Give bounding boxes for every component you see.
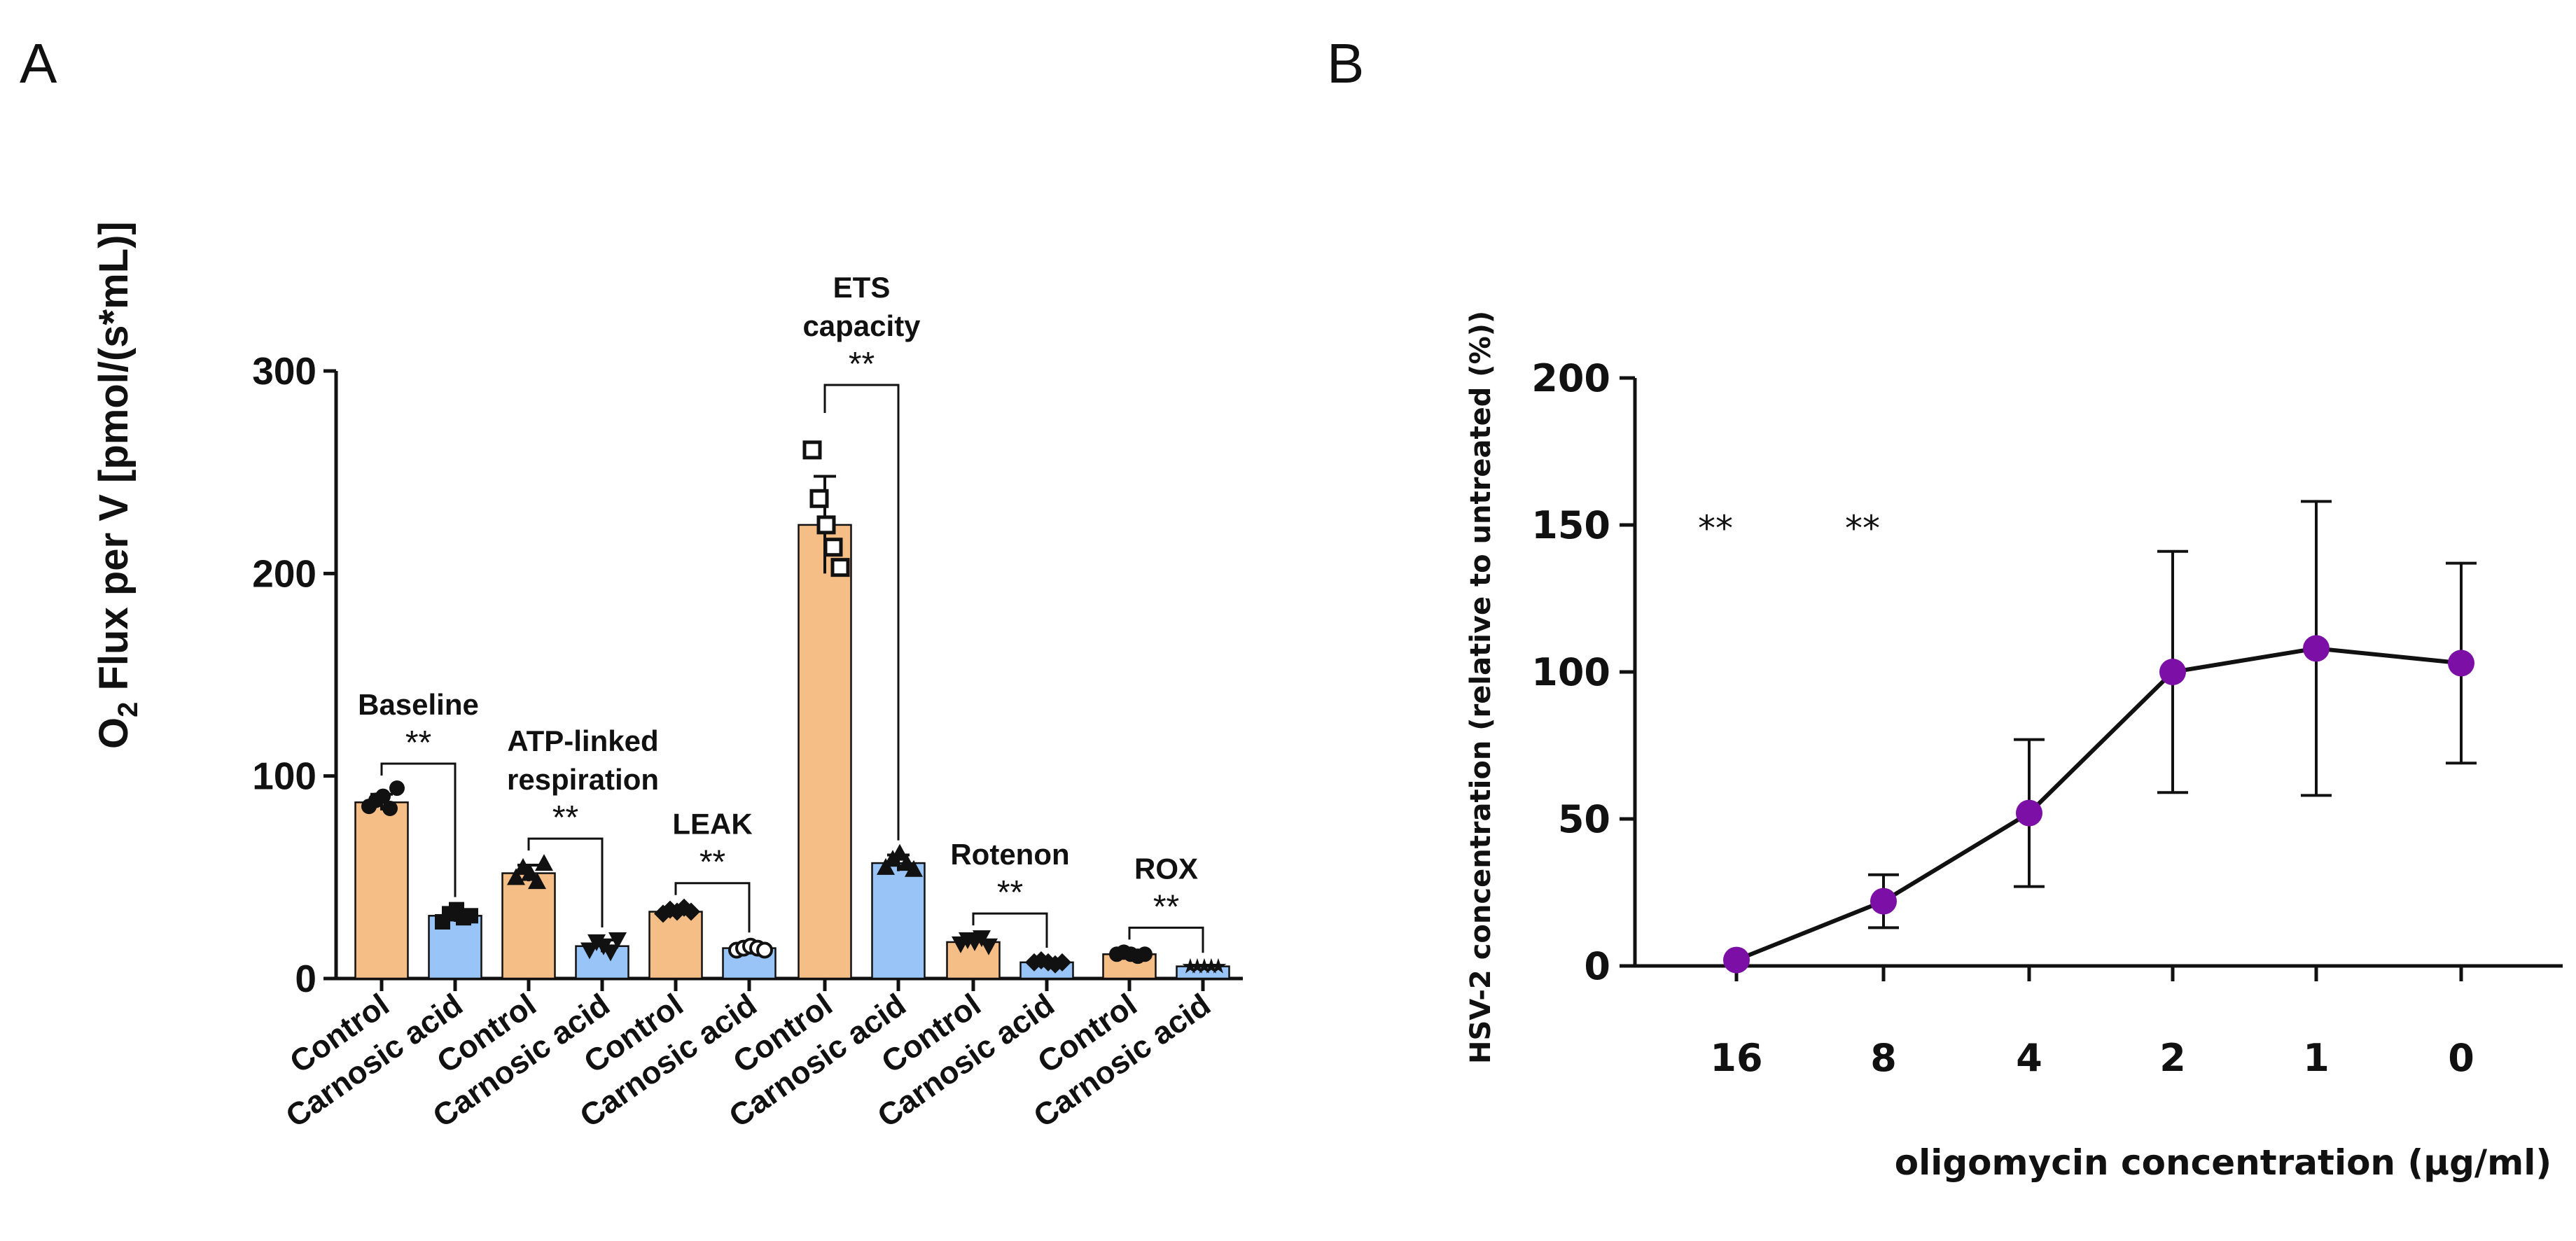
group-label: Baseline [358,688,479,721]
data-point [608,932,627,950]
series-line [1735,646,2462,962]
data-point [463,908,478,924]
data-point [2016,799,2042,827]
data-point [905,860,923,877]
data-point [682,902,700,921]
data-point [1870,888,1897,915]
x-tick-label-b: 0 [2448,1036,2474,1080]
data-point [1053,953,1071,972]
data-point [756,941,773,959]
data-point [580,942,599,960]
significance-bracket [380,762,457,897]
group-label: ETS [833,271,891,304]
data-point [802,440,822,460]
data-point [528,872,546,890]
data-point [1723,946,1750,974]
data-point [816,515,836,535]
significance-label: ** [997,874,1023,911]
significance-label: ** [1153,888,1179,925]
line-chart-hsv2: HSV-2 concentration (relative to untreat… [1465,311,2563,1183]
x-tick-label-b: 8 [1870,1036,1897,1080]
bar [871,862,926,980]
panel-a-label: A [20,32,57,94]
data-point [535,854,553,871]
data-point: ★ [1181,955,1200,979]
significance-bracket [674,882,751,933]
y-tick-label-b: 150 [1531,503,1610,547]
bar [354,801,409,980]
data-point [2448,650,2474,677]
data-point [809,489,829,508]
significance-label: ** [552,799,578,836]
y-tick-label-a: 200 [252,552,316,595]
bar-chart-oxygen-flux: O2 Flux per V [pmol/(s*mL)] 0100200300Co… [91,221,1243,1134]
data-point [507,868,525,885]
y-tick-label-b: 50 [1558,797,1610,841]
data-point [2303,635,2330,662]
significance-label: ** [849,346,875,383]
y-axis-label-a: O2 Flux per V [pmol/(s*mL)] [91,221,144,749]
y-tick-label-b: 100 [1531,650,1610,694]
y-axis-label-b: HSV-2 concentration (relative to untreat… [1465,311,1497,1064]
group-label: Rotenon [950,838,1069,871]
data-point [891,843,909,861]
y-tick-label-a: 100 [252,755,316,798]
x-tick-label-b: 4 [2016,1036,2042,1080]
data-point [980,938,998,955]
x-axis-label-b: oligomycin concentration (µg/ml) [1895,1142,2551,1183]
group-label: capacity [802,309,921,342]
data-point [2159,659,2186,685]
data-point: ★ [1202,955,1221,979]
significance-bracket [1128,926,1204,953]
y-tick-label-a: 300 [252,349,316,393]
data-point: ★ [1188,955,1207,979]
group-label: LEAK [672,808,752,841]
significance-bracket [823,384,900,841]
x-tick-label-b: 16 [1710,1036,1762,1080]
data-point [521,864,539,881]
significance-label: ** [1845,508,1880,549]
y-tick-label-a: 0 [295,957,316,1000]
x-tick-label-b: 1 [2303,1036,2330,1080]
data-point [830,558,850,577]
group-label: ROX [1134,852,1198,885]
y-tick-label-b: 0 [1584,944,1610,988]
data-point [601,944,620,962]
significance-bracket [972,912,1048,948]
data-point: ★ [1195,955,1214,979]
significance-label: ** [405,724,431,762]
data-point [389,780,405,797]
panel-b-label: B [1327,32,1364,94]
bar [798,524,852,980]
data-point [382,800,398,816]
data-point: ★ [1209,955,1228,979]
significance-label: ** [699,844,725,881]
x-tick-label-b: 2 [2159,1036,2186,1080]
data-point [823,538,843,557]
data-point [375,788,391,804]
y-tick-label-b: 200 [1531,356,1610,400]
significance-label: ** [1698,508,1733,549]
significance-bracket [527,837,604,928]
group-label: ATP-linked [507,724,658,757]
bar [648,911,703,980]
data-point [1137,946,1153,962]
group-label: respiration [507,763,659,796]
